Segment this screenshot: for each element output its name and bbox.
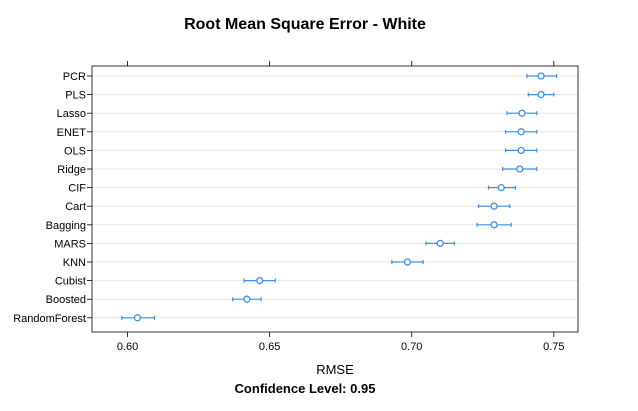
confidence-intervals [121, 72, 558, 322]
estimate-point [256, 276, 264, 285]
x-tick-label: 0.65 [259, 341, 280, 353]
estimate-point [490, 221, 498, 229]
y-tick-label: CIF [68, 183, 86, 195]
interval-lasso [506, 109, 538, 117]
y-tick-label: Ridge [57, 164, 86, 176]
estimate-point [517, 128, 525, 136]
estimate-point [243, 295, 251, 303]
y-tick-label: Bagging [46, 220, 86, 232]
y-axis-labels: PCR PLS Lasso ENET OLS Ridge CIF Cart Bagging MAR… [13, 71, 92, 325]
x-axis-ticks: 0.60 0.65 0.70 0.75 [117, 61, 565, 353]
y-tick-label: Lasso [57, 108, 86, 120]
interval-pcr [526, 72, 558, 80]
y-tick-label: PLS [65, 90, 86, 102]
estimate-point [518, 109, 526, 117]
interval-cart [477, 202, 511, 210]
y-tick-label: MARS [54, 238, 86, 250]
y-tick-label: KNN [63, 257, 86, 269]
estimate-point [497, 183, 505, 192]
y-tick-label: ENET [57, 127, 87, 139]
interval-ols [504, 146, 538, 155]
y-tick-label: Cubist [55, 276, 86, 288]
estimate-point [403, 258, 412, 266]
interval-bagging [476, 221, 512, 229]
y-tick-label: RandomForest [13, 313, 86, 325]
interval-boosted [232, 295, 262, 303]
estimate-point [537, 72, 545, 80]
chart-subtitle: Confidence Level: 0.95 [235, 381, 376, 396]
x-tick-label: 0.75 [543, 341, 564, 353]
interval-pls [527, 90, 555, 99]
interval-ridge [502, 165, 538, 173]
x-axis-title: RMSE [316, 362, 354, 377]
estimate-point [537, 90, 545, 99]
y-tick-label: Boosted [46, 294, 86, 306]
y-tick-label: PCR [63, 71, 86, 83]
estimate-point [133, 314, 142, 322]
estimate-point [490, 202, 498, 210]
interval-cubist [243, 276, 276, 285]
interval-mars [425, 239, 455, 248]
estimate-point [436, 239, 444, 248]
estimate-point [517, 146, 525, 155]
interval-knn [391, 258, 424, 266]
x-tick-label: 0.60 [117, 341, 138, 353]
interval-randomforest [121, 314, 156, 322]
plot-frame [91, 65, 579, 333]
interval-cif [487, 183, 517, 192]
interval-enet [504, 128, 538, 136]
estimate-point [516, 165, 524, 173]
y-tick-label: OLS [64, 145, 86, 157]
x-tick-label: 0.70 [401, 341, 422, 353]
row-gridlines [92, 75, 578, 319]
y-tick-label: Cart [65, 201, 86, 213]
chart-title: Root Mean Square Error - White [184, 16, 426, 33]
